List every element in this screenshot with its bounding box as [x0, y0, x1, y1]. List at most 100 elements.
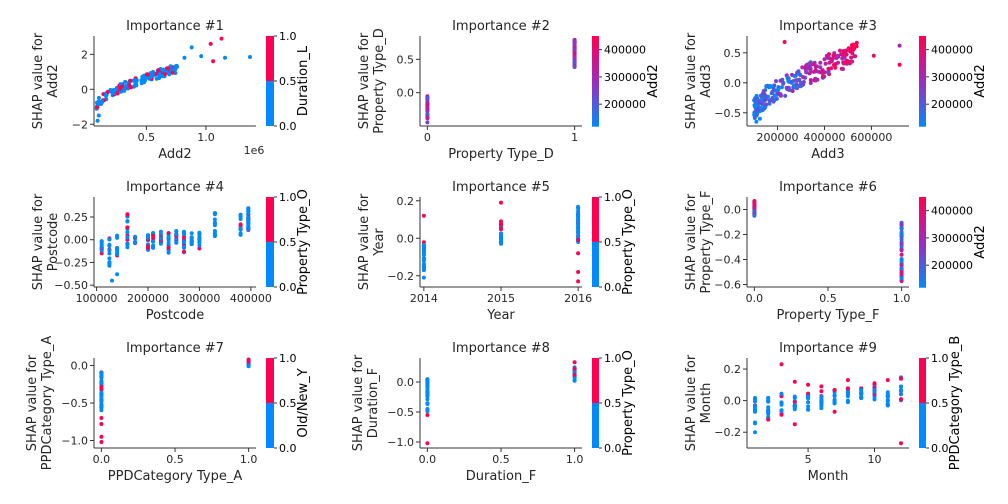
data-point	[162, 72, 167, 77]
x-tick-label: 1.0	[240, 453, 258, 466]
data-point	[118, 89, 123, 94]
data-point	[100, 100, 105, 105]
colorbar-tick-label: 1.0	[279, 352, 297, 365]
data-point	[772, 83, 777, 88]
colorbar-segment	[919, 221, 926, 225]
x-tick-label: 0.0	[746, 292, 764, 305]
colorbar-segment	[919, 266, 926, 270]
data-point	[174, 232, 179, 237]
data-point	[829, 57, 834, 62]
data-point	[111, 90, 116, 95]
data-point	[125, 212, 130, 217]
colorbar-segment	[919, 206, 926, 209]
data-point	[143, 78, 147, 83]
colorbar-segment	[919, 101, 926, 105]
data-point	[792, 74, 797, 78]
data-point	[754, 119, 759, 124]
data-point	[425, 441, 430, 446]
data-point	[115, 90, 120, 95]
y-tick-label: −0.4	[714, 254, 741, 267]
colorbar-segment	[919, 275, 926, 279]
data-point	[499, 241, 503, 246]
colorbar-segment	[919, 248, 926, 252]
data-point	[814, 64, 819, 69]
colorbar-segment	[592, 40, 599, 44]
data-point	[818, 60, 823, 65]
colorbar-segment	[919, 237, 926, 241]
data-point	[811, 62, 816, 67]
data-point	[95, 105, 100, 110]
colorbar-segment	[919, 81, 926, 84]
data-point	[779, 400, 784, 405]
data-point	[145, 75, 150, 80]
data-point	[754, 93, 759, 98]
colorbar-tick-label: 0.5	[279, 75, 297, 88]
y-tick-label: 0.0	[71, 360, 89, 373]
colorbar-segment	[919, 215, 926, 218]
colorbar-segment	[592, 56, 599, 60]
data-point	[852, 46, 856, 51]
colorbar-high	[266, 197, 274, 242]
x-tick-label: 0.0	[93, 453, 111, 466]
data-point	[752, 202, 757, 207]
y-tick-label: 0.0	[724, 77, 742, 90]
data-point	[779, 408, 784, 413]
data-point	[842, 55, 847, 60]
colorbar-label: Property Type_O	[296, 189, 311, 295]
colorbar: 0.0 0.5 1.0 Property Type_O	[592, 189, 636, 295]
data-point	[808, 60, 813, 65]
data-point	[421, 213, 426, 218]
colorbar-segment	[919, 284, 926, 288]
colorbar-tick-label: 1.0	[279, 191, 297, 204]
colorbar-segment	[592, 74, 599, 78]
data-point	[572, 366, 577, 371]
x-tick-label: 1	[571, 131, 578, 144]
data-point	[753, 396, 757, 401]
data-point	[899, 226, 904, 231]
data-point	[499, 219, 503, 224]
data-point	[899, 266, 904, 271]
data-point	[133, 240, 138, 245]
colorbar-segment	[919, 282, 926, 286]
colorbar-segment	[592, 96, 599, 100]
y-tick-label: −0.5	[714, 107, 741, 120]
colorbar-tick-label: 0.0	[279, 120, 297, 133]
colorbar-segment	[592, 81, 599, 84]
data-point	[499, 200, 503, 205]
y-tick-label: −0.5	[61, 397, 88, 410]
data-point	[96, 95, 101, 100]
data-point	[782, 40, 787, 44]
colorbar-segment	[919, 51, 926, 55]
x-tick-label: 400000	[230, 292, 272, 305]
colorbar-segment	[592, 47, 599, 51]
colorbar-low	[592, 403, 599, 448]
colorbar-segment	[919, 65, 926, 69]
y-tick-label: 0.00	[64, 234, 89, 247]
colorbar: 0.0 0.5 1.0 Property Type_O	[266, 189, 311, 295]
data-point	[165, 66, 170, 71]
data-point	[792, 400, 797, 405]
colorbar-tick-label: 400000	[931, 205, 973, 218]
data-point	[770, 96, 775, 100]
data-point	[832, 388, 837, 392]
y-axis-label: Add2	[46, 64, 61, 97]
data-point	[151, 233, 156, 238]
data-point	[759, 94, 764, 99]
colorbar-segment	[592, 83, 599, 87]
data-point	[797, 72, 802, 77]
data-point	[189, 239, 194, 244]
colorbar-segment	[919, 94, 926, 98]
data-point	[899, 237, 904, 242]
colorbar-tick-label: 0.5	[279, 236, 297, 249]
colorbar-segment	[919, 85, 926, 89]
data-point	[170, 70, 175, 75]
colorbar-segment	[919, 69, 926, 73]
data-point	[761, 89, 766, 94]
data-point	[801, 75, 806, 80]
x-tick-label: 0.5	[492, 453, 510, 466]
colorbar-segment	[919, 230, 926, 234]
data-point	[168, 64, 173, 69]
y-tick-label: −0.2	[387, 270, 414, 283]
data-point	[576, 215, 581, 220]
